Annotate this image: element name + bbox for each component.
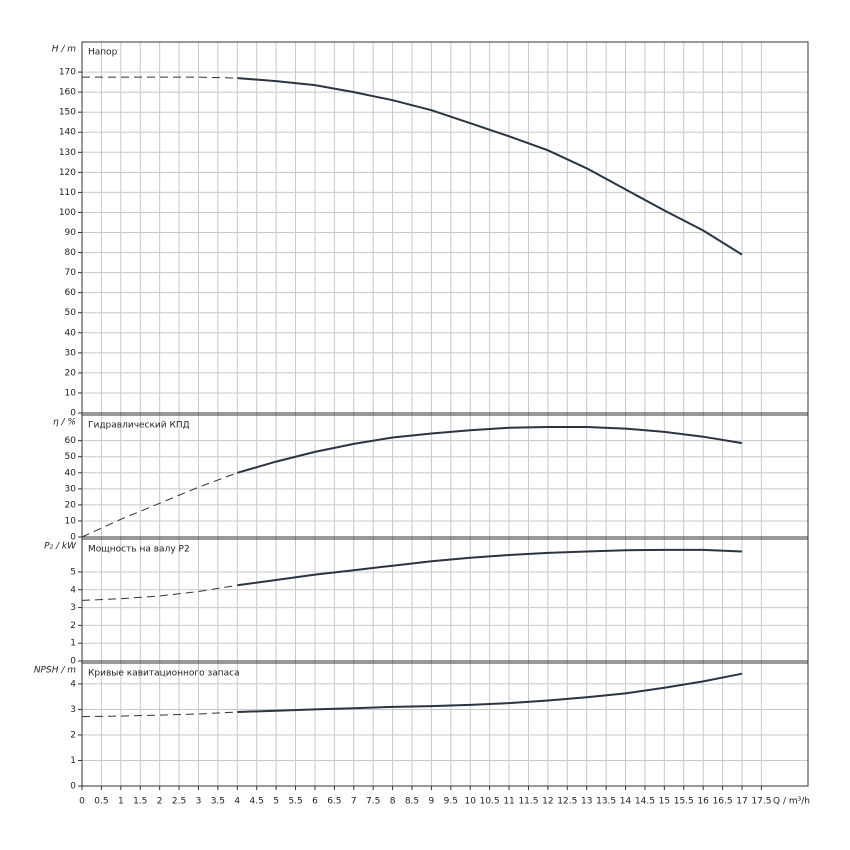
curve <box>81 472 238 538</box>
y-tick-label: 2 <box>70 730 76 740</box>
y-tick-label: 1 <box>70 639 76 649</box>
y-tick-label: 110 <box>59 188 76 198</box>
y-axis-label: η / % <box>53 418 76 428</box>
x-tick-label: 15 <box>659 797 670 807</box>
y-tick-label: 90 <box>65 228 77 238</box>
curve <box>237 426 743 474</box>
panel-title: Напор <box>88 48 118 58</box>
y-tick-label: 0 <box>70 533 76 543</box>
x-tick-label: 14 <box>620 797 632 807</box>
x-tick-label: 9.5 <box>444 797 458 807</box>
panel-frame <box>81 412 809 540</box>
y-tick-label: 10 <box>65 516 77 526</box>
curve <box>237 672 743 713</box>
x-tick-label: 17.5 <box>751 797 771 807</box>
panel-frame <box>81 536 809 664</box>
x-tick-label: 4 <box>234 797 240 807</box>
panel-title: Кривые кавитационного запаса <box>88 669 240 679</box>
y-tick-label: 3 <box>70 603 76 613</box>
x-axis-label: Q / m³/h <box>773 797 810 807</box>
y-tick-label: 130 <box>59 148 76 158</box>
x-tick-label: 5.5 <box>288 797 302 807</box>
y-tick-label: 150 <box>59 108 76 118</box>
y-tick-label: 100 <box>59 208 76 218</box>
x-tick-label: 12.5 <box>557 797 577 807</box>
x-tick-label: 6.5 <box>327 797 341 807</box>
y-tick-label: 70 <box>65 268 77 278</box>
x-tick-label: 13.5 <box>596 797 616 807</box>
y-tick-label: 40 <box>65 468 77 478</box>
curve <box>237 548 743 587</box>
y-tick-label: 120 <box>59 168 76 178</box>
y-tick-label: 2 <box>70 621 76 631</box>
panel-frame <box>81 660 809 787</box>
y-tick-label: 10 <box>65 388 77 398</box>
y-tick-label: 3 <box>70 705 76 715</box>
panel-title: Мощность на валу P2 <box>88 545 190 555</box>
y-tick-label: 30 <box>65 484 77 494</box>
x-tick-label: 2.5 <box>172 797 186 807</box>
x-tick-label: 13 <box>581 797 592 807</box>
y-tick-label: 4 <box>70 585 76 595</box>
x-tick-label: 5 <box>273 797 279 807</box>
x-tick-label: 17 <box>736 797 747 807</box>
x-tick-label: 16.5 <box>713 797 733 807</box>
x-tick-label: 10.5 <box>480 797 500 807</box>
x-tick-label: 1 <box>118 797 124 807</box>
x-tick-label: 3 <box>196 797 202 807</box>
y-tick-label: 5 <box>70 567 76 577</box>
y-tick-label: 20 <box>65 500 77 510</box>
y-tick-label: 20 <box>65 368 77 378</box>
x-tick-label: 15.5 <box>674 797 694 807</box>
x-tick-label: 7.5 <box>366 797 380 807</box>
y-tick-label: 80 <box>65 248 77 258</box>
y-tick-label: 50 <box>65 452 77 462</box>
y-tick-label: 0 <box>70 782 76 792</box>
y-tick-label: 4 <box>70 679 76 689</box>
y-tick-label: 0 <box>70 657 76 667</box>
x-tick-label: 0.5 <box>94 797 108 807</box>
y-tick-label: 40 <box>65 328 77 338</box>
panel-frame <box>81 41 809 416</box>
y-tick-label: 140 <box>59 128 76 138</box>
x-tick-label: 9 <box>429 797 435 807</box>
x-tick-label: 4.5 <box>250 797 264 807</box>
curve <box>237 77 743 256</box>
x-tick-label: 16 <box>697 797 709 807</box>
y-tick-label: 60 <box>65 288 77 298</box>
x-tick-label: 8.5 <box>405 797 419 807</box>
x-tick-label: 11 <box>503 797 514 807</box>
y-tick-label: 50 <box>65 308 77 318</box>
x-tick-label: 6 <box>312 797 318 807</box>
panel-title: Гидравлический КПД <box>88 421 190 431</box>
x-tick-label: 8 <box>390 797 396 807</box>
y-tick-label: 60 <box>65 436 77 446</box>
y-tick-label: 170 <box>59 68 76 78</box>
y-axis-label: H / m <box>52 45 77 55</box>
x-tick-label: 10 <box>465 797 477 807</box>
x-tick-label: 7 <box>351 797 357 807</box>
y-tick-label: 1 <box>70 756 76 766</box>
x-tick-label: 14.5 <box>635 797 655 807</box>
y-axis-label: P₂ / kW <box>44 542 77 552</box>
y-tick-label: 0 <box>70 409 76 419</box>
y-tick-label: 160 <box>59 88 76 98</box>
x-tick-label: 3.5 <box>211 797 225 807</box>
x-tick-label: 0 <box>79 797 85 807</box>
x-tick-label: 2 <box>157 797 163 807</box>
x-tick-label: 11.5 <box>518 797 538 807</box>
x-tick-label: 12 <box>542 797 553 807</box>
y-tick-label: 30 <box>65 348 77 358</box>
x-tick-label: 1.5 <box>133 797 147 807</box>
y-axis-label: NPSH / m <box>34 666 76 676</box>
